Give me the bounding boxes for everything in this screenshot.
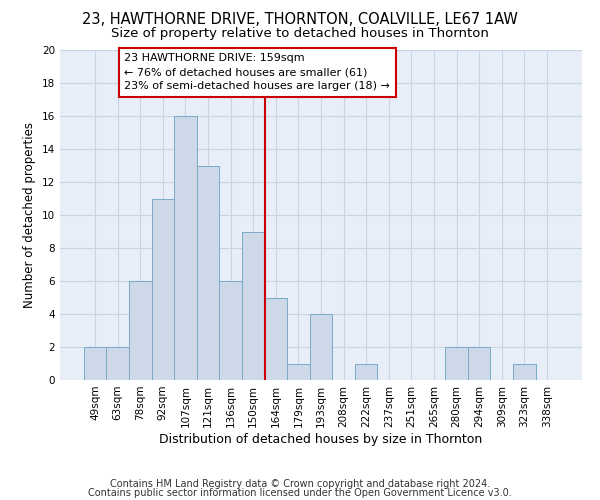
Bar [242, 232, 265, 380]
Bar [197, 166, 220, 380]
Bar [310, 314, 332, 380]
Bar [106, 347, 129, 380]
Text: Size of property relative to detached houses in Thornton: Size of property relative to detached ho… [111, 28, 489, 40]
Bar [445, 347, 468, 380]
Bar [468, 347, 490, 380]
Bar [265, 298, 287, 380]
X-axis label: Distribution of detached houses by size in Thornton: Distribution of detached houses by size … [160, 432, 482, 446]
Bar [287, 364, 310, 380]
Bar [152, 198, 174, 380]
Bar [220, 281, 242, 380]
Text: Contains HM Land Registry data © Crown copyright and database right 2024.: Contains HM Land Registry data © Crown c… [110, 479, 490, 489]
Text: Contains public sector information licensed under the Open Government Licence v3: Contains public sector information licen… [88, 488, 512, 498]
Bar [174, 116, 197, 380]
Y-axis label: Number of detached properties: Number of detached properties [23, 122, 37, 308]
Bar [355, 364, 377, 380]
Text: 23 HAWTHORNE DRIVE: 159sqm
← 76% of detached houses are smaller (61)
23% of semi: 23 HAWTHORNE DRIVE: 159sqm ← 76% of deta… [124, 54, 390, 92]
Bar [513, 364, 536, 380]
Bar [84, 347, 106, 380]
Bar [129, 281, 152, 380]
Text: 23, HAWTHORNE DRIVE, THORNTON, COALVILLE, LE67 1AW: 23, HAWTHORNE DRIVE, THORNTON, COALVILLE… [82, 12, 518, 28]
